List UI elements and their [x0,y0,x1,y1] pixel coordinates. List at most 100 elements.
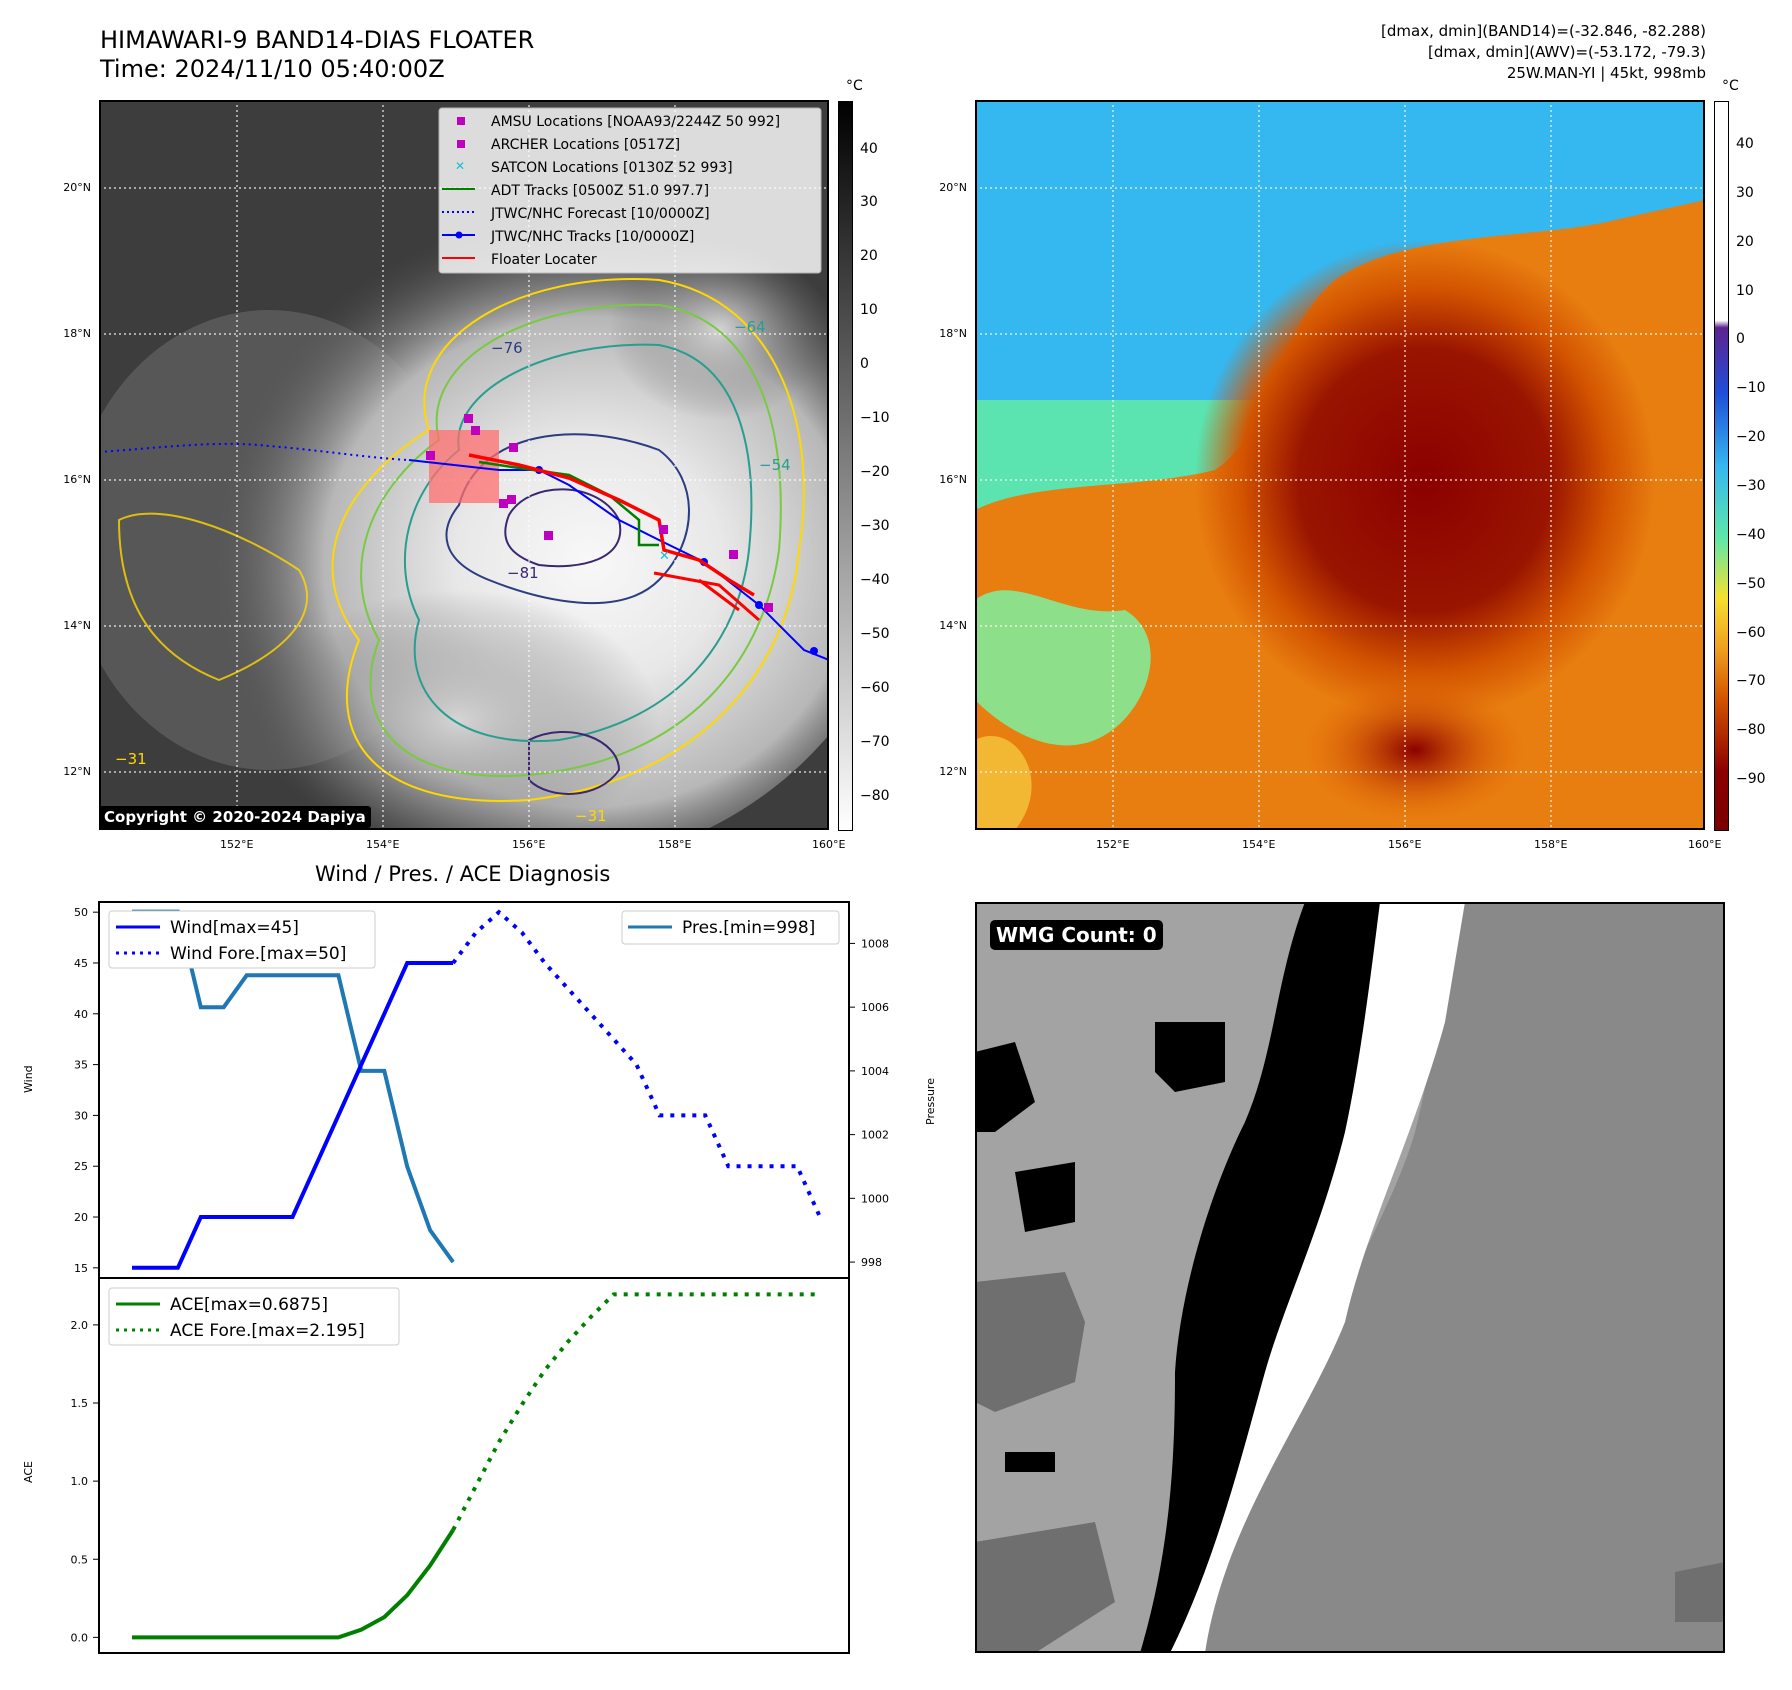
contour-label: −76 [491,339,523,357]
awv-lon-labels: 152°E 154°E 156°E 158°E 160°E [975,838,1721,854]
floater-locater-track [468,453,755,597]
lon-label: 156°E [512,838,546,851]
wmg-region-white [1165,902,1465,1653]
contour-navy [445,433,690,605]
ace-ytick-label: 1.5 [71,1397,89,1410]
pressure-ytick-label: 1006 [861,1001,889,1014]
legend-wind: Wind[max=45] [170,918,299,938]
awv-map [975,100,1705,830]
lat-label: 14°N [63,619,91,632]
wmg-frame [975,902,1725,1653]
ir-map: −76 −64 −81 −54 −31 −31 ✕ ✕ [99,100,829,830]
pressure-legend: Pres.[min=998] [621,910,840,945]
legend-jtwc-forecast: JTWC/NHC Forecast [10/0000Z] [490,206,710,222]
contour-label: −81 [507,564,539,582]
lon-label: 154°E [366,838,400,851]
lon-label: 152°E [1096,838,1130,851]
figure-title: HIMAWARI-9 BAND14-DIAS FLOATER [100,26,535,54]
colorbar-tick: −20 [1736,429,1766,446]
colorbar-tick: 20 [860,248,878,265]
lat-label: 12°N [939,765,967,778]
colorbar-tick: −90 [1736,771,1766,788]
ir-legend: ✕ AMSU Locations [NOAA93/2244Z 50 992] A… [438,107,822,274]
colorbar-tick: 30 [1736,184,1754,201]
pressure-ytick-label: 1008 [861,937,889,950]
ace-ytick-label: 1.0 [71,1475,89,1488]
lon-label: 158°E [658,838,692,851]
wind-ytick-label: 20 [74,1211,88,1224]
wind-ytick-label: 35 [74,1059,88,1072]
wind-ytick-label: 40 [74,1008,88,1021]
diagnosis-title: Wind / Pres. / ACE Diagnosis [315,862,611,886]
pressure-ytick-label: 998 [861,1256,882,1269]
ir-lon-labels: 152°E 154°E 156°E 158°E 160°E [99,838,845,854]
legend-jtwc-tracks: JTWC/NHC Tracks [10/0000Z] [490,229,694,245]
svg-text:✕: ✕ [455,159,465,173]
pressure-line [132,909,455,1264]
ace-ytick-label: 0.5 [71,1553,89,1566]
diagnosis-chart: 15 20 25 30 35 40 45 50 998 1000 1002 1004 1006 1008 0… [71,901,889,1654]
lat-label: 16°N [939,473,967,486]
legend-satcon: SATCON Locations [0130Z 52 993] [491,160,733,176]
legend-wind-forecast: Wind Fore.[max=50] [170,944,346,964]
lat-label: 16°N [63,473,91,486]
ace-legend: ACE[max=0.6875] ACE Fore.[max=2.195] [108,1287,400,1346]
wind-line [132,961,454,1270]
awv-gridlines [975,100,1705,830]
colorbar-tick: 30 [860,194,878,211]
ir-colorbar [838,101,853,831]
ir-lat-labels: 20°N 18°N 16°N 14°N 12°N [40,100,95,830]
lat-label: 14°N [939,619,967,632]
awv-colorbar-ticks: 40 30 20 10 0 −10 −20 −30 −40 −50 −60 −70 −80 −90 [1734,101,1792,829]
lon-label: 156°E [1388,838,1422,851]
legend-adt: ADT Tracks [0500Z 51.0 997.7] [491,183,709,199]
ace-frame [98,1277,850,1654]
colorbar-tick: −80 [860,787,890,804]
colorbar-tick: −60 [860,679,890,696]
amsu-archer-markers [426,414,773,612]
colorbar-tick: −40 [1736,526,1766,543]
contour-label: −31 [115,750,147,768]
legend-pressure: Pres.[min=998] [682,918,815,938]
colorbar-tick: −50 [1736,575,1766,592]
wind-forecast-line [451,909,822,1218]
awv-colorbar-unit: °C [1722,78,1739,94]
wind-ytick-label: 50 [74,906,88,919]
lat-label: 18°N [63,327,91,340]
ir-frame [99,100,829,830]
lon-label: 152°E [220,838,254,851]
pressure-ytick-label: 1002 [861,1129,889,1142]
wind-ytick-label: 15 [74,1262,88,1275]
colorbar-tick: 0 [1736,331,1745,348]
colorbar-tick: 10 [860,302,878,319]
ir-colorbar-unit: °C [846,78,863,94]
legend-ace-forecast: ACE Fore.[max=2.195] [170,1321,365,1341]
wind-ytick-label: 25 [74,1160,88,1173]
wind-legend: Wind[max=45] Wind Fore.[max=50] [108,910,376,969]
colorbar-tick: 20 [1736,233,1754,250]
wind-ytick-label: 30 [74,1109,88,1122]
wmg-count-badge: WMG Count: 0 [990,920,1163,950]
lon-label: 160°E [812,838,846,851]
legend-archer: ARCHER Locations [0517Z] [491,137,680,153]
wmg-region-dark [1190,902,1725,1653]
colorbar-tick: −40 [860,571,890,588]
contour-purple [504,488,622,568]
figure-time: Time: 2024/11/10 05:40:00Z [100,55,445,83]
legend-floater: Floater Locater [491,252,597,268]
info-band14-range: [dmax, dmin](BAND14)=(-32.846, -82.288) [1381,22,1706,40]
colorbar-tick: 40 [860,140,878,157]
satcon-marker: ✕ [659,549,670,564]
lat-label: 20°N [939,181,967,194]
legend-ace: ACE[max=0.6875] [170,1295,328,1315]
wind-ytick-label: 45 [74,957,88,970]
lon-label: 154°E [1242,838,1276,851]
awv-frame [975,100,1705,830]
lon-label: 160°E [1688,838,1722,851]
lat-label: 20°N [63,181,91,194]
contour-label: −54 [759,456,791,474]
ace-line [132,1528,455,1640]
lat-label: 12°N [63,765,91,778]
info-awv-range: [dmax, dmin](AWV)=(-53.172, -79.3) [1427,43,1706,61]
colorbar-tick: 40 [1736,135,1754,152]
